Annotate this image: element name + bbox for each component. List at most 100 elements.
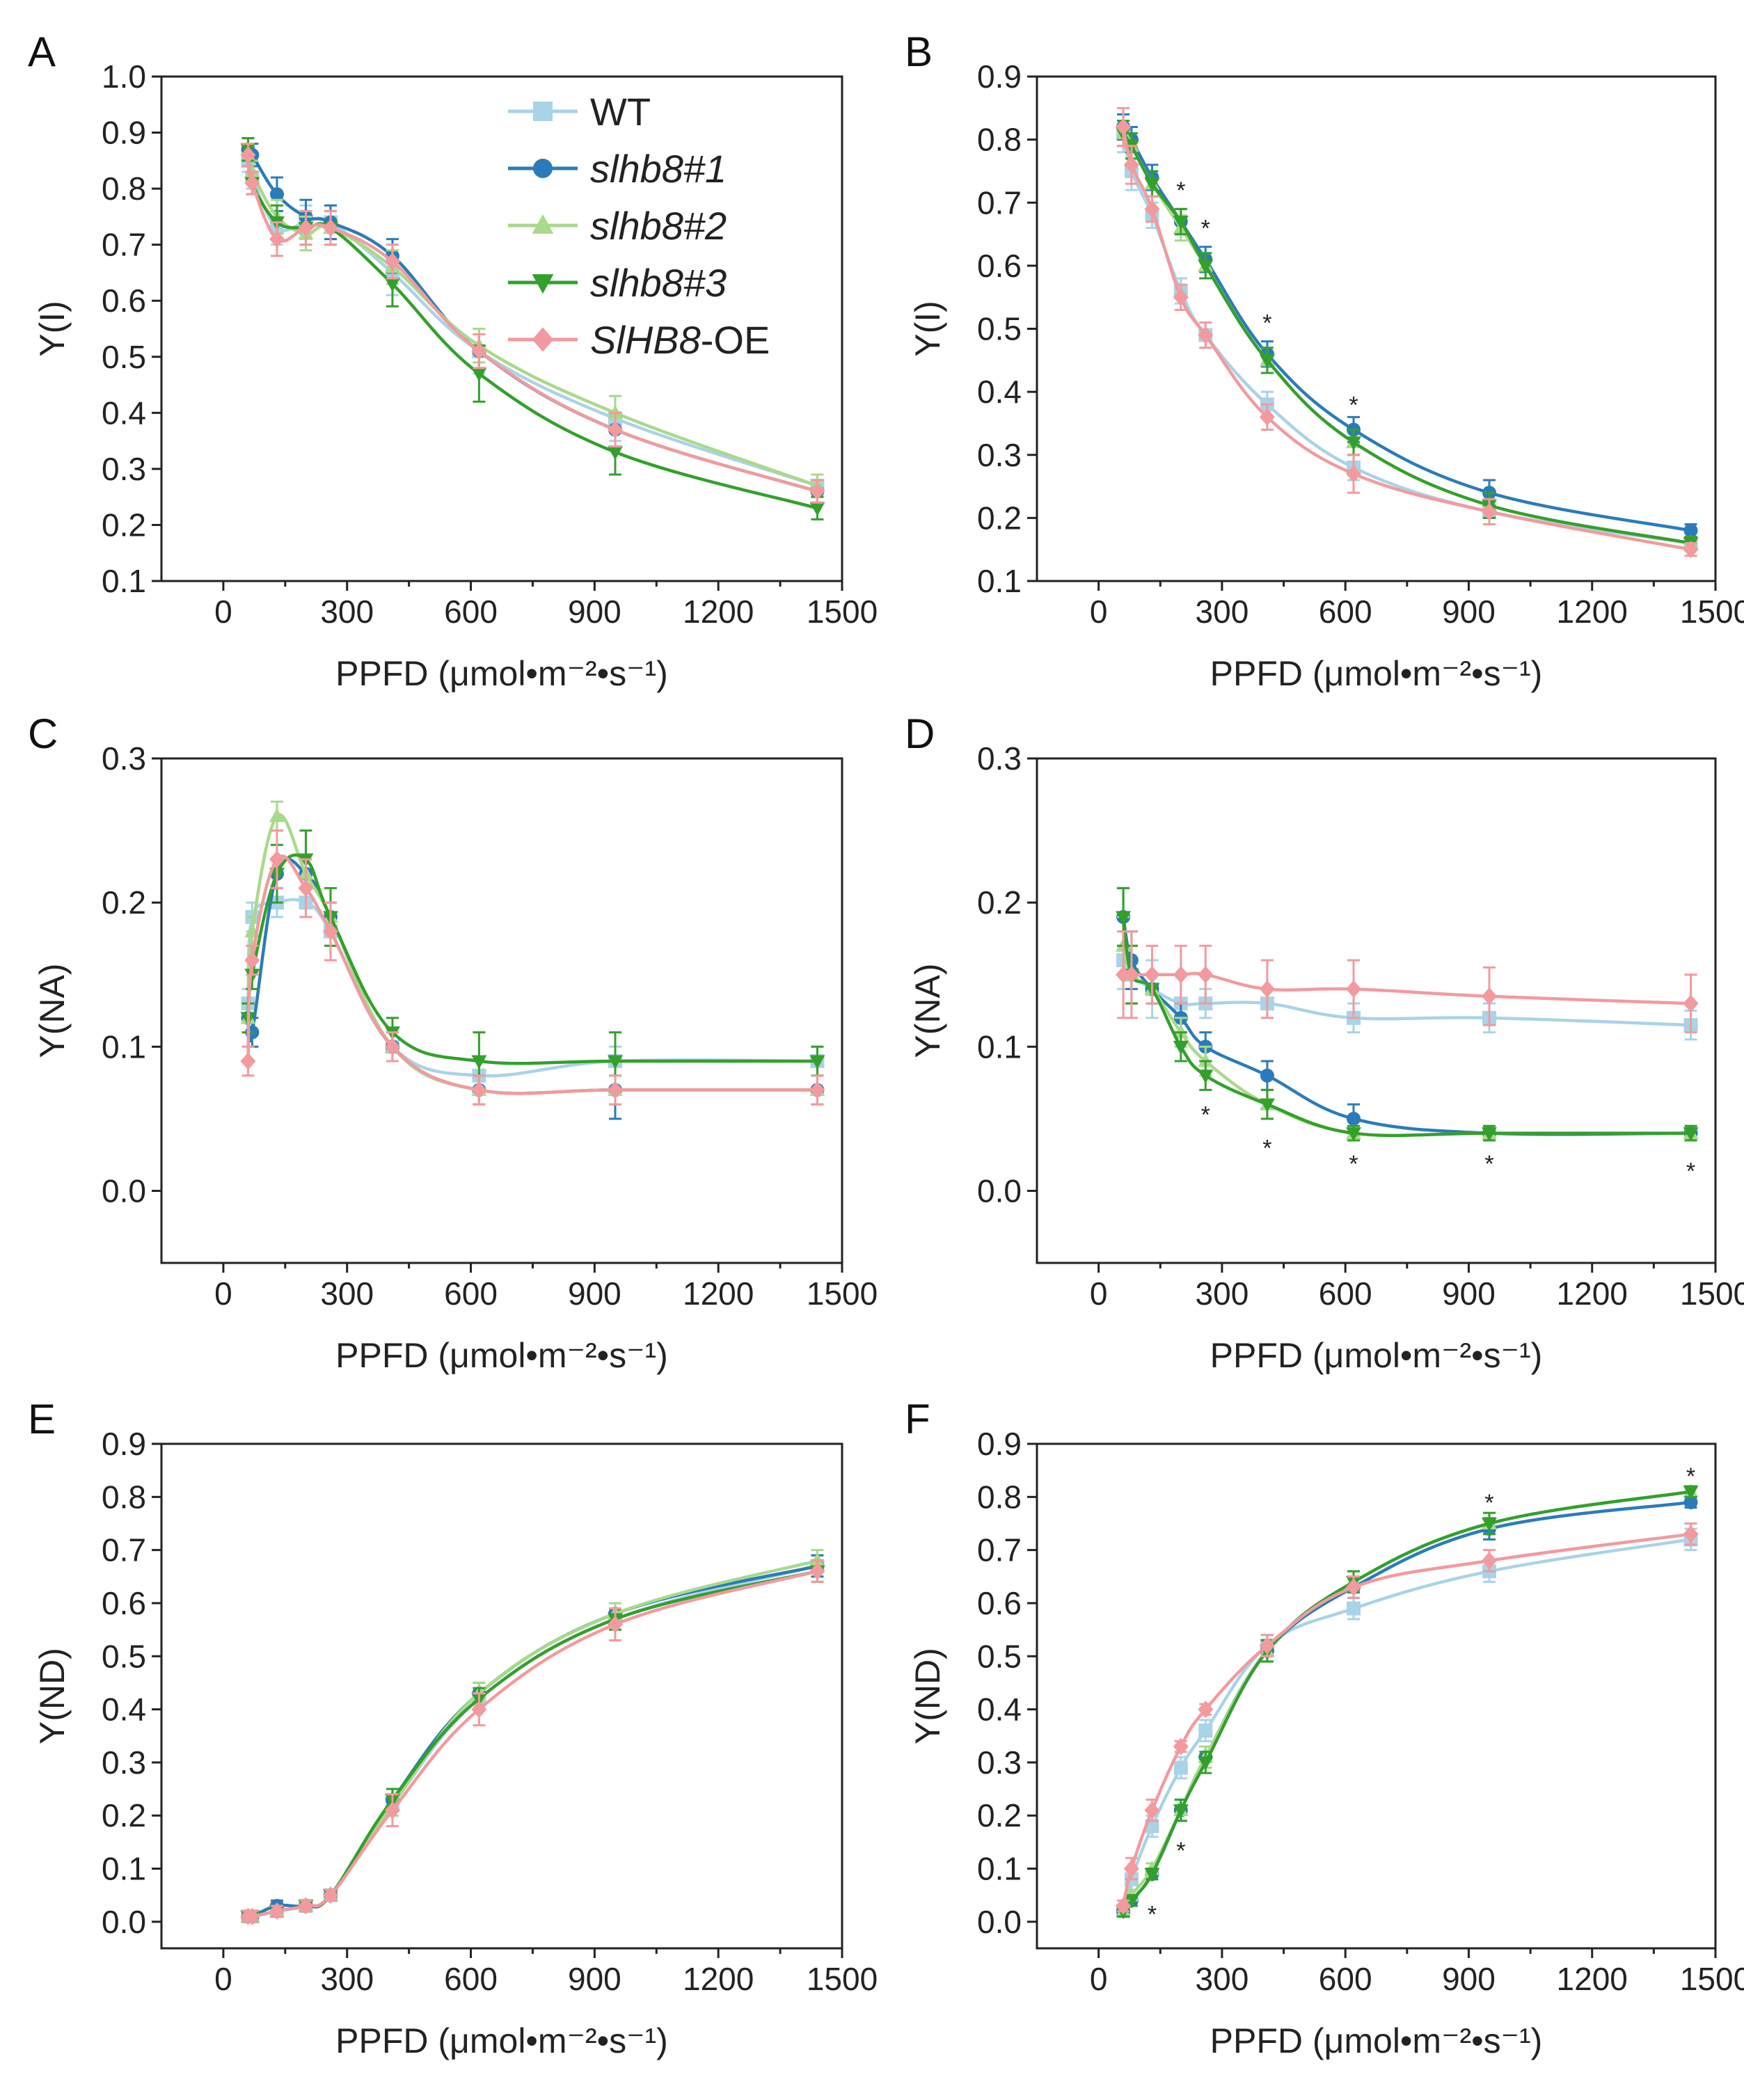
x-axis-label: PPFD (μmol•m⁻²•s⁻¹): [1210, 2021, 1543, 2060]
data-point: [1144, 200, 1160, 218]
data-point: [1116, 1897, 1132, 1915]
data-point: [1683, 994, 1699, 1012]
x-tick-label: 900: [568, 1275, 621, 1312]
y-tick-label: 0.0: [977, 1172, 1022, 1209]
y-tick-label: 0.0: [102, 1904, 146, 1940]
data-point: [1683, 1127, 1699, 1142]
data-point: [1683, 1495, 1698, 1509]
y-tick-label: 0.6: [977, 248, 1022, 284]
significance-star: *: [1484, 1151, 1493, 1177]
data-point: [244, 174, 260, 192]
y-tick-label: 0.1: [102, 1851, 146, 1887]
data-point: [1346, 436, 1361, 451]
data-point: [1123, 966, 1139, 984]
series-line: [246, 854, 818, 1095]
series-line: [246, 857, 818, 1095]
x-tick-label: 300: [1196, 1275, 1249, 1312]
series-slhb81: [241, 857, 825, 1120]
y-tick-label: 0.5: [102, 1638, 146, 1674]
data-point: [1482, 1517, 1497, 1532]
y-tick-label: 0.2: [977, 1797, 1022, 1833]
series-slhb83: [240, 1559, 825, 1925]
x-tick-label: 300: [320, 594, 374, 630]
plot-frame: [160, 75, 843, 582]
data-point: [1259, 980, 1275, 998]
data-point: [809, 1562, 825, 1580]
data-point: [269, 1902, 285, 1920]
y-tick-label: 0.1: [977, 1851, 1022, 1887]
data-point: [1173, 288, 1189, 306]
data-point: [1482, 1552, 1497, 1570]
data-point: [1173, 1804, 1189, 1819]
plot-frame: [160, 1442, 843, 1950]
data-point: [1683, 541, 1699, 559]
y-tick-label: 0.1: [977, 563, 1022, 599]
x-tick-label: 600: [1319, 594, 1372, 630]
data-point: [323, 1886, 339, 1904]
x-tick-label: 1500: [1680, 594, 1744, 630]
data-point: [471, 342, 487, 360]
data-point: [1144, 1868, 1160, 1882]
data-point: [1259, 1637, 1275, 1655]
y-tick-label: 0.5: [102, 339, 146, 375]
data-point: [1173, 215, 1189, 230]
data-point: [269, 230, 285, 248]
data-point: [809, 482, 825, 500]
data-point: [1259, 408, 1275, 426]
data-point: [1347, 1111, 1361, 1126]
y-tick-label: 0.3: [977, 437, 1022, 473]
significance-star: *: [1201, 216, 1210, 242]
y-tick-label: 0.0: [102, 1172, 146, 1209]
data-point: [384, 253, 400, 271]
legend-label: slhb8#2: [590, 204, 727, 248]
significance-star: *: [1262, 1135, 1271, 1161]
y-tick-label: 0.4: [977, 1692, 1022, 1728]
series-line: [246, 1569, 818, 1919]
data-point: [471, 1081, 487, 1099]
data-point: [1116, 911, 1132, 925]
series-slhb81: [241, 1554, 825, 1924]
data-point: [1173, 1760, 1188, 1775]
x-tick-label: 1200: [683, 1275, 754, 1312]
data-point: [1198, 326, 1214, 344]
x-tick-label: 300: [320, 1275, 374, 1312]
x-axis-label: PPFD (μmol•m⁻²•s⁻¹): [335, 654, 668, 693]
data-point: [1346, 465, 1361, 483]
data-point: [471, 1055, 487, 1069]
y-tick-label: 0.7: [977, 1532, 1022, 1568]
data-point: [298, 879, 314, 897]
legend-item: slhb8#1: [508, 147, 727, 191]
data-point: [1346, 980, 1361, 998]
data-point: [1123, 1860, 1139, 1878]
y-tick-label: 0.7: [102, 1532, 146, 1568]
series-slhb8oe: [240, 829, 825, 1106]
series-line: [246, 1564, 818, 1919]
data-point: [1144, 177, 1160, 192]
data-point: [1198, 260, 1214, 274]
x-tick-label: 600: [444, 1275, 498, 1312]
panel-label: B: [905, 29, 933, 75]
legend-marker: [532, 327, 554, 352]
significance-star: *: [1201, 1102, 1210, 1129]
series-line: [246, 1569, 818, 1919]
significance-star: *: [1176, 177, 1185, 204]
panel-label: E: [28, 1396, 56, 1442]
data-point: [1260, 1068, 1274, 1083]
series-line: [1121, 916, 1691, 1138]
data-point: [471, 1701, 487, 1719]
y-axis-label: Y(ND): [908, 1648, 947, 1744]
data-point: [298, 219, 314, 237]
data-point: [1259, 354, 1275, 369]
x-tick-label: 0: [1090, 1961, 1108, 1997]
legend-label-italic: SlHB8: [590, 318, 701, 362]
legend-item: slhb8#2: [508, 204, 727, 248]
y-tick-label: 0.8: [977, 1479, 1022, 1515]
x-tick-label: 1500: [807, 594, 878, 630]
y-tick-label: 0.8: [102, 170, 146, 207]
panel-label: F: [905, 1396, 930, 1442]
data-point: [1144, 966, 1160, 984]
series-slhb8oe: [240, 143, 825, 504]
data-point: [809, 1081, 825, 1099]
panel-e: E 0 300 600 900 1200 1500 0.0 0.1 0.2 0.3 0.4 0.5 0.6…: [28, 1396, 878, 2060]
significance-star: *: [1349, 1151, 1358, 1177]
